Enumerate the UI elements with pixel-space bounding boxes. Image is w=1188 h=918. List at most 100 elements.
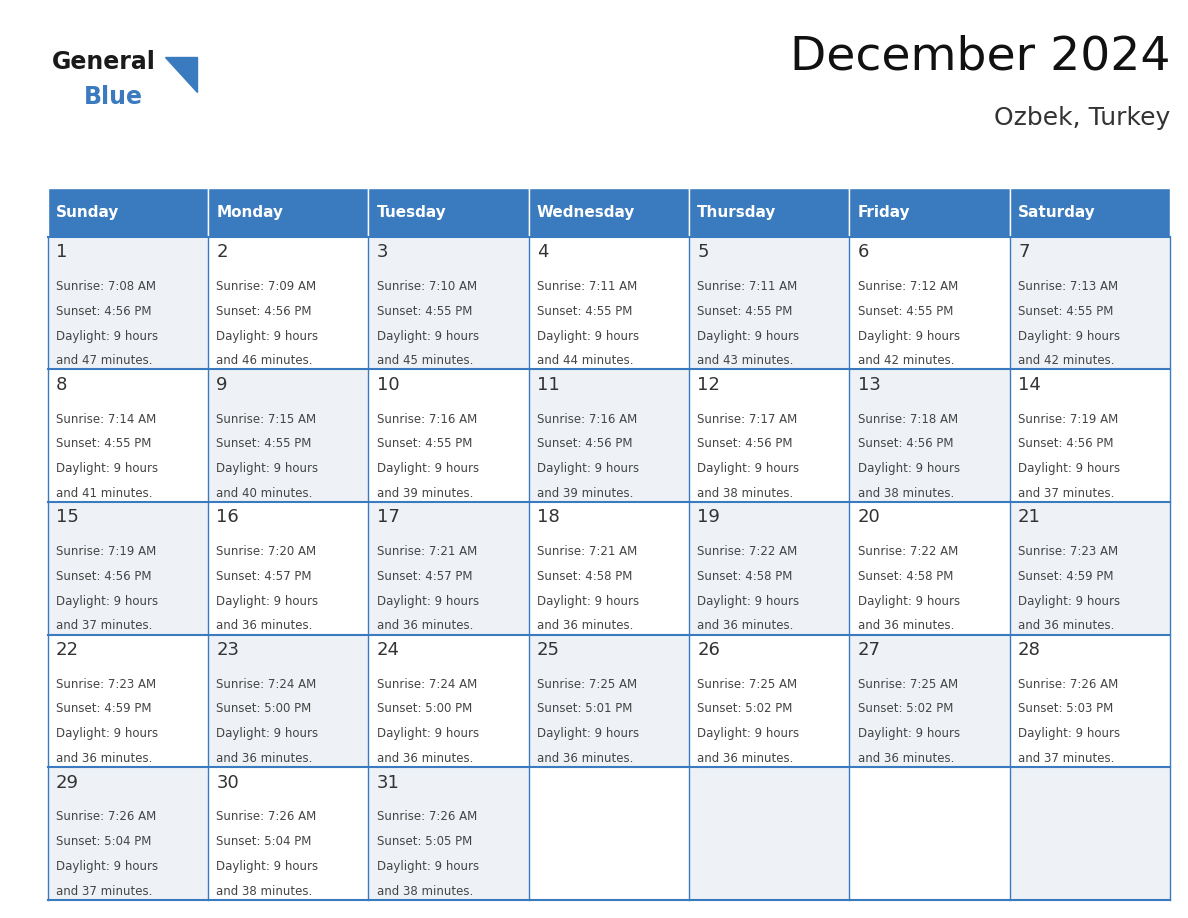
Text: and 40 minutes.: and 40 minutes. — [216, 487, 312, 500]
Text: Sunrise: 7:23 AM: Sunrise: 7:23 AM — [1018, 545, 1118, 558]
Text: December 2024: December 2024 — [790, 35, 1170, 80]
Text: and 38 minutes.: and 38 minutes. — [697, 487, 794, 500]
Bar — [1010, 502, 1170, 634]
Text: and 47 minutes.: and 47 minutes. — [56, 354, 152, 367]
Text: and 37 minutes.: and 37 minutes. — [56, 620, 152, 633]
Text: 6: 6 — [858, 243, 870, 262]
Text: 3: 3 — [377, 243, 388, 262]
Bar — [1010, 767, 1170, 900]
Text: 22: 22 — [56, 641, 78, 659]
Text: and 36 minutes.: and 36 minutes. — [537, 752, 633, 765]
Text: Sunset: 4:55 PM: Sunset: 4:55 PM — [216, 437, 311, 451]
Text: 25: 25 — [537, 641, 560, 659]
Text: Daylight: 9 hours: Daylight: 9 hours — [377, 727, 479, 740]
Text: and 36 minutes.: and 36 minutes. — [858, 752, 954, 765]
Text: Saturday: Saturday — [1018, 205, 1095, 220]
Text: Daylight: 9 hours: Daylight: 9 hours — [377, 860, 479, 873]
Text: 10: 10 — [377, 375, 399, 394]
Text: Sunrise: 7:19 AM: Sunrise: 7:19 AM — [56, 545, 156, 558]
Text: Sunset: 4:57 PM: Sunset: 4:57 PM — [216, 570, 311, 583]
Text: 31: 31 — [377, 774, 399, 791]
Text: 24: 24 — [377, 641, 399, 659]
Bar — [529, 188, 689, 237]
Bar — [48, 502, 208, 634]
Text: Sunrise: 7:22 AM: Sunrise: 7:22 AM — [858, 545, 958, 558]
Bar — [529, 502, 689, 634]
Text: Sunrise: 7:21 AM: Sunrise: 7:21 AM — [537, 545, 637, 558]
Text: Daylight: 9 hours: Daylight: 9 hours — [697, 595, 800, 608]
Bar — [208, 767, 368, 900]
Text: Daylight: 9 hours: Daylight: 9 hours — [697, 727, 800, 740]
Text: 21: 21 — [1018, 509, 1041, 526]
Text: Blue: Blue — [84, 85, 144, 109]
Text: Daylight: 9 hours: Daylight: 9 hours — [56, 330, 158, 342]
Text: Sunset: 4:58 PM: Sunset: 4:58 PM — [858, 570, 953, 583]
Bar — [529, 237, 689, 369]
Text: Sunset: 4:55 PM: Sunset: 4:55 PM — [537, 305, 632, 318]
Text: Sunrise: 7:25 AM: Sunrise: 7:25 AM — [697, 677, 797, 690]
Text: Sunrise: 7:16 AM: Sunrise: 7:16 AM — [537, 412, 637, 426]
Bar — [689, 237, 849, 369]
Text: Sunrise: 7:17 AM: Sunrise: 7:17 AM — [697, 412, 797, 426]
Text: Sunrise: 7:11 AM: Sunrise: 7:11 AM — [697, 280, 797, 293]
Text: and 38 minutes.: and 38 minutes. — [377, 885, 473, 898]
Text: and 36 minutes.: and 36 minutes. — [56, 752, 152, 765]
Text: Sunset: 4:56 PM: Sunset: 4:56 PM — [858, 437, 953, 451]
Text: Ozbek, Turkey: Ozbek, Turkey — [994, 106, 1170, 129]
Text: Sunset: 5:04 PM: Sunset: 5:04 PM — [56, 835, 151, 848]
Text: Sunset: 5:04 PM: Sunset: 5:04 PM — [216, 835, 311, 848]
Text: Sunset: 4:56 PM: Sunset: 4:56 PM — [216, 305, 311, 318]
Text: and 36 minutes.: and 36 minutes. — [858, 620, 954, 633]
Text: Sunrise: 7:13 AM: Sunrise: 7:13 AM — [1018, 280, 1118, 293]
Bar — [529, 767, 689, 900]
Bar — [368, 188, 529, 237]
Text: Friday: Friday — [858, 205, 910, 220]
Text: Sunset: 4:55 PM: Sunset: 4:55 PM — [858, 305, 953, 318]
Text: 30: 30 — [216, 774, 239, 791]
Text: 18: 18 — [537, 509, 560, 526]
Text: Wednesday: Wednesday — [537, 205, 636, 220]
Text: and 37 minutes.: and 37 minutes. — [1018, 487, 1114, 500]
Text: and 36 minutes.: and 36 minutes. — [216, 620, 312, 633]
Bar — [849, 369, 1010, 502]
Text: Sunrise: 7:25 AM: Sunrise: 7:25 AM — [858, 677, 958, 690]
Text: and 38 minutes.: and 38 minutes. — [216, 885, 312, 898]
Text: Sunrise: 7:26 AM: Sunrise: 7:26 AM — [56, 811, 156, 823]
Text: Daylight: 9 hours: Daylight: 9 hours — [858, 462, 960, 476]
Text: General: General — [52, 50, 156, 74]
Text: Sunrise: 7:21 AM: Sunrise: 7:21 AM — [377, 545, 476, 558]
Text: Daylight: 9 hours: Daylight: 9 hours — [56, 595, 158, 608]
Text: 13: 13 — [858, 375, 880, 394]
Text: Sunset: 4:59 PM: Sunset: 4:59 PM — [56, 702, 151, 715]
Text: Sunset: 5:00 PM: Sunset: 5:00 PM — [377, 702, 472, 715]
Bar — [208, 634, 368, 767]
Text: Sunrise: 7:08 AM: Sunrise: 7:08 AM — [56, 280, 156, 293]
Text: 9: 9 — [216, 375, 228, 394]
Text: Sunset: 4:55 PM: Sunset: 4:55 PM — [697, 305, 792, 318]
Text: Sunrise: 7:23 AM: Sunrise: 7:23 AM — [56, 677, 156, 690]
Text: 26: 26 — [697, 641, 720, 659]
Text: 15: 15 — [56, 509, 78, 526]
Text: 23: 23 — [216, 641, 239, 659]
Text: Daylight: 9 hours: Daylight: 9 hours — [216, 462, 318, 476]
Text: Sunrise: 7:10 AM: Sunrise: 7:10 AM — [377, 280, 476, 293]
Bar — [529, 634, 689, 767]
Text: Sunset: 5:00 PM: Sunset: 5:00 PM — [216, 702, 311, 715]
Bar — [48, 237, 208, 369]
Text: 4: 4 — [537, 243, 549, 262]
Text: 19: 19 — [697, 509, 720, 526]
Text: Sunrise: 7:19 AM: Sunrise: 7:19 AM — [1018, 412, 1118, 426]
Text: Sunset: 5:02 PM: Sunset: 5:02 PM — [697, 702, 792, 715]
Text: Daylight: 9 hours: Daylight: 9 hours — [537, 595, 639, 608]
Text: Sunrise: 7:26 AM: Sunrise: 7:26 AM — [1018, 677, 1118, 690]
Text: Daylight: 9 hours: Daylight: 9 hours — [858, 330, 960, 342]
Bar — [48, 369, 208, 502]
Text: Sunrise: 7:26 AM: Sunrise: 7:26 AM — [216, 811, 316, 823]
Text: Sunset: 4:56 PM: Sunset: 4:56 PM — [56, 570, 151, 583]
Bar — [1010, 237, 1170, 369]
Text: Daylight: 9 hours: Daylight: 9 hours — [216, 330, 318, 342]
Text: Daylight: 9 hours: Daylight: 9 hours — [56, 727, 158, 740]
Bar — [849, 502, 1010, 634]
Polygon shape — [165, 57, 197, 92]
Bar — [849, 188, 1010, 237]
